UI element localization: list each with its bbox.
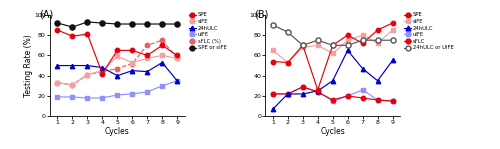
Text: (A): (A) — [39, 10, 54, 20]
X-axis label: Cycles: Cycles — [320, 127, 345, 136]
X-axis label: Cycles: Cycles — [105, 127, 130, 136]
Text: (B): (B) — [254, 10, 269, 20]
Y-axis label: Testing Rate (%): Testing Rate (%) — [24, 34, 33, 97]
Legend: SPE, sIFE, 24hULC, uIFE, sFLC, 24hULC or UIFE: SPE, sIFE, 24hULC, uIFE, sFLC, 24hULC or… — [404, 13, 454, 50]
Legend: SPE, sIFE, 24hULC, uIFE, sFLC (%), SPE or sIFE: SPE, sIFE, 24hULC, uIFE, sFLC (%), SPE o… — [188, 13, 226, 50]
